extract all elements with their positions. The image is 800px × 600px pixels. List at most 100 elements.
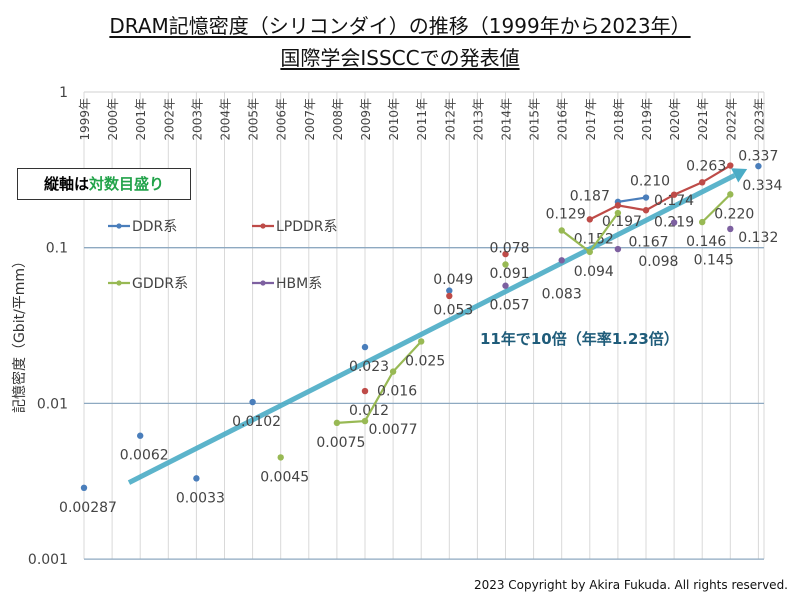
trend-arrow-head bbox=[731, 168, 748, 183]
data-point bbox=[670, 191, 678, 198]
trend-arrow-shaft bbox=[127, 173, 736, 485]
data-label: 0.049 bbox=[433, 272, 473, 288]
series-line bbox=[701, 193, 732, 223]
data-label: 0.012 bbox=[349, 403, 389, 419]
x-tick-label: 2022年 bbox=[724, 98, 738, 141]
data-point bbox=[502, 261, 509, 268]
data-label: 0.094 bbox=[574, 264, 614, 280]
x-tick-label: 2008年 bbox=[331, 98, 345, 141]
data-label: 0.0075 bbox=[316, 435, 365, 451]
data-label: 0.197 bbox=[602, 214, 642, 230]
data-label: 0.334 bbox=[742, 178, 782, 194]
data-point bbox=[502, 282, 509, 289]
data-point bbox=[727, 225, 734, 233]
y-tick-label: 0.01 bbox=[37, 396, 68, 412]
x-tick-label: 2001年 bbox=[134, 98, 148, 141]
x-tick-label: 2012年 bbox=[443, 98, 457, 141]
data-point bbox=[418, 338, 425, 345]
data-point bbox=[699, 179, 706, 186]
data-label: 0.098 bbox=[638, 254, 678, 270]
data-label: 0.0102 bbox=[232, 414, 281, 430]
data-point bbox=[277, 454, 284, 461]
x-tick-label: 2013年 bbox=[471, 98, 485, 141]
data-point bbox=[614, 209, 622, 217]
x-tick-label: 2006年 bbox=[275, 98, 289, 141]
note-highlight: 対数目盛り bbox=[89, 175, 165, 193]
legend-marker bbox=[260, 280, 266, 286]
y-tick-label: 0.001 bbox=[28, 552, 68, 568]
legend-label: GDDR系 bbox=[132, 276, 188, 292]
data-label: 0.053 bbox=[433, 303, 473, 319]
log-scale-note: 縦軸は対数目盛り bbox=[17, 168, 191, 200]
trend-annotation: 11年で10倍（年率1.23倍） bbox=[480, 330, 679, 348]
data-point bbox=[361, 417, 369, 425]
copyright: 2023 Copyright by Akira Fukuda. All righ… bbox=[473, 578, 788, 592]
x-tick-label: 2015年 bbox=[528, 98, 542, 141]
data-point bbox=[446, 287, 453, 294]
x-tick-label: 2009年 bbox=[359, 98, 373, 141]
y-tick-label: 1 bbox=[59, 85, 68, 101]
legend-label: DDR系 bbox=[132, 219, 177, 235]
data-label: 0.091 bbox=[489, 266, 529, 282]
data-point bbox=[670, 219, 678, 226]
legend-label: LPDDR系 bbox=[276, 219, 338, 235]
y-axis-label: 記憶密度（Gbit/平mm） bbox=[11, 254, 28, 413]
x-tick-label: 2014年 bbox=[500, 98, 514, 141]
data-label: 0.167 bbox=[628, 234, 668, 250]
data-point bbox=[193, 475, 200, 482]
data-label: 0.187 bbox=[570, 188, 610, 204]
x-tick-label: 2023年 bbox=[752, 98, 766, 141]
data-label: 0.057 bbox=[489, 298, 529, 314]
x-tick-label: 2020年 bbox=[668, 98, 682, 141]
note-prefix: 縦軸は bbox=[43, 175, 89, 193]
data-point bbox=[80, 484, 88, 492]
legend-marker bbox=[260, 223, 266, 229]
data-label: 0.263 bbox=[686, 158, 726, 174]
x-tick-label: 2016年 bbox=[556, 98, 570, 141]
chart-title-line2: 国際学会ISSCCでの発表値 bbox=[280, 46, 520, 70]
legend-label: HBM系 bbox=[276, 276, 322, 292]
x-tick-label: 2000年 bbox=[106, 98, 120, 141]
chart-title-line1: DRAM記憶密度（シリコンダイ）の推移（1999年から2023年） bbox=[109, 14, 691, 38]
data-point bbox=[614, 202, 622, 209]
data-label: 0.146 bbox=[686, 234, 726, 250]
data-label: 0.083 bbox=[542, 286, 582, 302]
data-point bbox=[502, 250, 509, 258]
x-tick-label: 2021年 bbox=[696, 98, 710, 141]
data-label: 0.078 bbox=[489, 241, 529, 257]
data-label: 0.132 bbox=[738, 230, 778, 246]
data-label: 0.129 bbox=[546, 206, 586, 222]
data-point bbox=[586, 248, 593, 256]
data-point bbox=[361, 343, 369, 351]
data-point bbox=[446, 292, 453, 300]
data-point bbox=[249, 398, 256, 406]
data-point bbox=[137, 432, 144, 439]
data-point bbox=[642, 194, 650, 201]
x-tick-label: 2007年 bbox=[303, 98, 317, 141]
data-label: 0.025 bbox=[405, 353, 445, 369]
x-tick-label: 2018年 bbox=[612, 98, 626, 141]
legend-marker bbox=[116, 223, 122, 229]
data-label: 0.023 bbox=[349, 359, 389, 375]
data-label: 0.152 bbox=[574, 231, 614, 247]
data-label: 0.174 bbox=[654, 193, 694, 209]
x-tick-label: 2019年 bbox=[640, 98, 654, 141]
data-label: 0.220 bbox=[714, 206, 754, 222]
data-point bbox=[586, 216, 593, 223]
data-label: 0.0077 bbox=[369, 422, 418, 438]
series-line bbox=[589, 164, 731, 221]
data-label: 0.0062 bbox=[120, 448, 169, 464]
data-point bbox=[333, 419, 341, 427]
data-label: 0.0033 bbox=[176, 490, 225, 506]
data-label: 0.337 bbox=[738, 149, 778, 165]
data-label: 0.145 bbox=[694, 253, 734, 269]
data-point bbox=[642, 207, 650, 214]
series-line bbox=[336, 340, 423, 424]
x-tick-label: 2011年 bbox=[415, 98, 429, 141]
data-point bbox=[558, 257, 565, 264]
data-point bbox=[361, 387, 369, 395]
data-label: 0.00287 bbox=[59, 500, 117, 516]
data-label: 0.210 bbox=[630, 174, 670, 190]
y-tick-label: 0.1 bbox=[46, 241, 68, 257]
